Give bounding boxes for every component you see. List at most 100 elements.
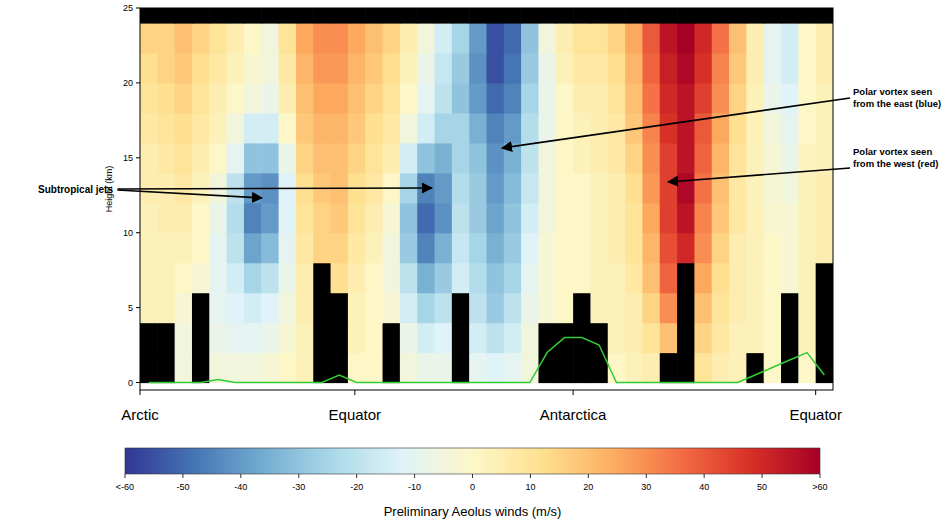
plot-area [140, 8, 833, 383]
wind-cell [383, 233, 401, 264]
annotation: Subtropical jets [38, 184, 113, 195]
wind-cell [764, 233, 782, 264]
no-data-cell [400, 8, 418, 24]
y-tick-label: 20 [123, 78, 133, 88]
wind-cell [227, 53, 245, 84]
no-data-cell [677, 263, 695, 294]
wind-cell [729, 323, 747, 354]
colorbar-tick-label: <-60 [116, 482, 134, 492]
wind-cell [487, 263, 505, 294]
wind-cell [261, 143, 279, 174]
wind-cell [348, 233, 366, 264]
wind-cell [556, 233, 574, 264]
wind-cell [729, 233, 747, 264]
wind-cell [140, 53, 158, 84]
y-tick-label: 10 [123, 228, 133, 238]
wind-cell [279, 233, 297, 264]
wind-cell [729, 113, 747, 144]
wind-cell [521, 113, 539, 144]
no-data-cell [487, 8, 505, 24]
no-data-cell [590, 323, 608, 354]
wind-cell [313, 53, 331, 84]
no-data-cell [816, 8, 833, 24]
no-data-cell [538, 323, 556, 354]
wind-cell [140, 23, 158, 54]
colorbar-tick-label: 50 [757, 482, 767, 492]
wind-cell [608, 173, 626, 204]
wind-cell [383, 53, 401, 84]
wind-cell [348, 53, 366, 84]
wind-cell [209, 23, 227, 54]
wind-cell [521, 323, 539, 354]
colorbar-tick [125, 474, 126, 478]
wind-cell [244, 293, 262, 324]
wind-cell [590, 113, 608, 144]
wind-cell [694, 323, 712, 354]
wind-cell [608, 23, 626, 54]
wind-cell [348, 293, 366, 324]
wind-cell [175, 143, 193, 174]
wind-cell [157, 203, 175, 234]
colorbar-tick [646, 474, 647, 478]
wind-cell [556, 173, 574, 204]
wind-cell [227, 203, 245, 234]
wind-cell [296, 293, 314, 324]
wind-cell [608, 143, 626, 174]
wind-cell [694, 203, 712, 234]
wind-cell [712, 293, 730, 324]
wind-cell [400, 203, 418, 234]
wind-cell [798, 113, 816, 144]
wind-cell [764, 143, 782, 174]
colorbar-tick [704, 474, 705, 478]
y-tick [136, 382, 140, 383]
surface-line [149, 338, 825, 383]
wind-cell [227, 113, 245, 144]
wind-cell [435, 293, 453, 324]
wind-cell [435, 323, 453, 354]
no-data-cell [556, 353, 574, 384]
wind-cell [487, 113, 505, 144]
wind-cell [764, 293, 782, 324]
no-data-cell [642, 8, 660, 24]
wind-cell [261, 233, 279, 264]
wind-cell [487, 353, 505, 384]
wind-cell [383, 203, 401, 234]
wind-cell [365, 353, 383, 384]
wind-cell [521, 23, 539, 54]
wind-cell [625, 83, 643, 114]
y-tick [136, 232, 140, 233]
wind-cell [244, 143, 262, 174]
wind-cell [400, 233, 418, 264]
wind-cell [175, 83, 193, 114]
colorbar-tick [530, 474, 531, 478]
wind-cell [244, 263, 262, 294]
wind-cell [365, 83, 383, 114]
wind-cell [729, 293, 747, 324]
wind-cell [625, 293, 643, 324]
wind-cell [798, 353, 816, 384]
no-data-cell [348, 8, 366, 24]
wind-cell [487, 23, 505, 54]
wind-cell [746, 23, 764, 54]
wind-cell [313, 233, 331, 264]
wind-cell [157, 293, 175, 324]
wind-cell [642, 83, 660, 114]
wind-cell [712, 203, 730, 234]
wind-cell [244, 323, 262, 354]
wind-cell [573, 143, 591, 174]
wind-cell [227, 263, 245, 294]
wind-cell [694, 263, 712, 294]
no-data-cell [435, 8, 453, 24]
wind-cell [365, 233, 383, 264]
wind-cell [816, 233, 833, 264]
wind-cell [400, 143, 418, 174]
wind-cell [764, 23, 782, 54]
wind-cell [590, 233, 608, 264]
wind-cell [521, 233, 539, 264]
wind-cell [279, 53, 297, 84]
wind-cell [573, 233, 591, 264]
wind-cell [781, 203, 799, 234]
annotation: Polar vortex seenfrom the east (blue) [853, 86, 941, 109]
wind-cell [590, 23, 608, 54]
no-data-cell [677, 353, 695, 384]
